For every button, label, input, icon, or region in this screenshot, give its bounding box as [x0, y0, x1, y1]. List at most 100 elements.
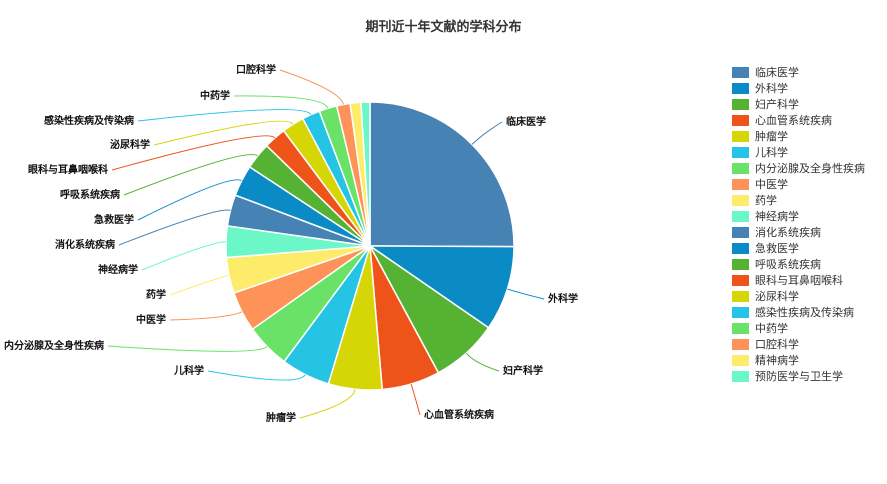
- pie-slice[interactable]: [369, 101, 515, 248]
- legend-item[interactable]: 妇产科学: [732, 96, 865, 112]
- legend-label: 泌尿科学: [755, 290, 799, 303]
- legend-label: 急救医学: [755, 242, 799, 255]
- slice-label: 妇产科学: [502, 364, 543, 377]
- slice-label: 药学: [146, 288, 166, 301]
- label-leader-line: [141, 241, 227, 271]
- legend-swatch: [732, 130, 749, 142]
- legend-item[interactable]: 急救医学: [732, 240, 865, 256]
- slice-label: 呼吸系统疾病: [60, 188, 120, 201]
- legend-swatch: [732, 226, 749, 238]
- slice-label: 儿科学: [173, 364, 204, 377]
- legend: 临床医学外科学妇产科学心血管系统疾病 肿瘤学儿科学内分泌腺及全身性疾病 中医学药学神…: [732, 64, 865, 384]
- legend-label: 妇产科学: [755, 98, 799, 111]
- legend-item[interactable]: 心血管系统疾病: [732, 112, 865, 128]
- slice-label: 肿瘤学: [266, 411, 296, 424]
- legend-swatch: [732, 258, 749, 270]
- label-leader-line: [207, 370, 306, 381]
- slice-label: 急救医学: [94, 213, 134, 226]
- legend-label: 精神病学: [755, 354, 799, 367]
- slice-label: 口腔科学: [236, 63, 276, 76]
- legend-swatch: [732, 194, 749, 206]
- legend-label: 中药学: [755, 322, 788, 335]
- label-leader-line: [169, 275, 230, 296]
- legend-swatch: [732, 66, 749, 78]
- chart-title: 期刊近十年文献的学科分布: [365, 20, 522, 35]
- label-leader-line: [153, 120, 294, 146]
- legend-label: 药学: [755, 194, 777, 207]
- label-leader-line: [107, 345, 268, 352]
- slice-label: 泌尿科学: [110, 138, 150, 151]
- legend-item[interactable]: 内分泌腺及全身性疾病: [732, 160, 865, 176]
- label-leader-line: [465, 352, 500, 372]
- label-leader-line: [137, 179, 242, 221]
- legend-label: 感染性疾病及传染病: [755, 306, 854, 319]
- legend-label: 中医学: [755, 178, 788, 191]
- legend-label: 儿科学: [755, 146, 788, 159]
- label-leader-line: [410, 383, 421, 416]
- slice-label: 中医学: [136, 313, 166, 326]
- label-leader-line: [471, 121, 503, 145]
- legend-swatch: [732, 178, 749, 190]
- legend-swatch: [732, 114, 749, 126]
- legend-swatch: [732, 354, 749, 366]
- slice-label: 外科学: [547, 292, 578, 305]
- legend-item[interactable]: 药学: [732, 192, 865, 208]
- legend-item[interactable]: 预防医学与卫生学: [732, 368, 865, 384]
- legend-item[interactable]: 感染性疾病及传染病: [732, 304, 865, 320]
- legend-item[interactable]: 呼吸系统疾病: [732, 256, 865, 272]
- slice-label: 内分泌腺及全身性疾病: [4, 339, 104, 352]
- legend-item[interactable]: 精神病学: [732, 352, 865, 368]
- legend-label: 临床医学: [755, 66, 799, 79]
- legend-swatch: [732, 274, 749, 286]
- label-leader-line: [123, 154, 259, 196]
- legend-label: 消化系统疾病: [755, 226, 821, 239]
- legend-swatch: [732, 370, 749, 382]
- legend-swatch: [732, 82, 749, 94]
- label-leader-line: [111, 135, 276, 171]
- slice-label: 临床医学: [506, 115, 546, 128]
- legend-swatch: [732, 322, 749, 334]
- legend-item[interactable]: 中医学: [732, 176, 865, 192]
- slice-label: 神经病学: [98, 263, 138, 276]
- label-leader-line: [279, 69, 344, 105]
- pie-slice[interactable]: [367, 245, 515, 329]
- label-leader-line: [299, 389, 356, 419]
- legend-swatch: [732, 210, 749, 222]
- legend-swatch: [732, 98, 749, 110]
- slice-label: 心血管系统疾病: [424, 408, 494, 421]
- legend-swatch: [732, 242, 749, 254]
- label-leader-line: [137, 109, 312, 122]
- legend-label: 预防医学与卫生学: [755, 370, 843, 383]
- slice-label: 中药学: [200, 89, 230, 102]
- legend-swatch: [732, 146, 749, 158]
- label-leader-line: [118, 209, 231, 246]
- label-leader-line: [507, 288, 545, 300]
- legend-label: 神经病学: [755, 210, 799, 223]
- legend-item[interactable]: 临床医学: [732, 64, 865, 80]
- legend-label: 呼吸系统疾病: [755, 258, 821, 271]
- legend-item[interactable]: 外科学: [732, 80, 865, 96]
- legend-label: 眼科与耳鼻咽喉科: [755, 274, 843, 287]
- legend-label: 肿瘤学: [755, 130, 788, 143]
- legend-swatch: [732, 290, 749, 302]
- legend-item[interactable]: 中药学: [732, 320, 865, 336]
- legend-label: 内分泌腺及全身性疾病: [755, 162, 865, 175]
- legend-label: 口腔科学: [755, 338, 799, 351]
- legend-item[interactable]: 肿瘤学: [732, 128, 865, 144]
- label-leader-line: [233, 95, 329, 109]
- legend-item[interactable]: 泌尿科学: [732, 288, 865, 304]
- legend-label: 外科学: [755, 82, 788, 95]
- pie-slice[interactable]: [360, 101, 371, 247]
- legend-item[interactable]: 眼科与耳鼻咽喉科: [732, 272, 865, 288]
- slice-label: 消化系统疾病: [55, 238, 115, 251]
- slice-label: 眼科与耳鼻咽喉科: [28, 163, 108, 176]
- legend-item[interactable]: 口腔科学: [732, 336, 865, 352]
- legend-label: 心血管系统疾病: [755, 114, 832, 127]
- legend-swatch: [732, 338, 749, 350]
- label-leader-line: [169, 311, 243, 321]
- legend-item[interactable]: 消化系统疾病: [732, 224, 865, 240]
- legend-item[interactable]: 儿科学: [732, 144, 865, 160]
- legend-item[interactable]: 神经病学: [732, 208, 865, 224]
- legend-swatch: [732, 306, 749, 318]
